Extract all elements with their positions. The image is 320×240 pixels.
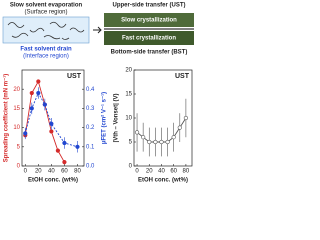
- x-axis-label: EtOH conc. (wt%): [28, 178, 78, 184]
- data-point: [165, 139, 170, 145]
- x-tick-label: 40: [48, 169, 55, 175]
- y2-tick-label: 0.2: [86, 125, 95, 131]
- plot-frame: [133, 69, 193, 167]
- x-tick-label: 60: [61, 169, 68, 175]
- y2-tick-label: 0.1: [86, 144, 95, 150]
- x-tick-label: 20: [35, 169, 42, 175]
- data-point: [147, 139, 152, 145]
- y-tick-label: 5: [17, 144, 21, 150]
- x-tick-label: 0: [24, 169, 28, 175]
- y-axis-label: Spreading coefficient (mN m⁻¹): [3, 74, 10, 163]
- y-tick-label: 20: [125, 68, 132, 74]
- data-point: [55, 148, 60, 153]
- data-point: [183, 115, 188, 121]
- label: (Interface region): [23, 54, 69, 60]
- label: Fast crystallization: [122, 36, 176, 42]
- figure: Slow solvent evaporation (Surface region…: [2, 3, 194, 184]
- y-tick-label: 15: [125, 92, 132, 98]
- y2-tick-label: 0.0: [86, 164, 95, 170]
- data-point: [36, 90, 41, 96]
- data-point: [141, 135, 146, 140]
- arrow: [93, 26, 102, 34]
- label: Upper-side transfer (UST): [112, 3, 185, 9]
- annotation: UST: [67, 73, 82, 80]
- data-point: [29, 90, 34, 96]
- plot-frame: [21, 69, 85, 167]
- x-tick-label: 80: [183, 169, 190, 175]
- data-point: [75, 144, 80, 149]
- data-point: [49, 129, 54, 134]
- y-tick-label: 15: [13, 106, 20, 112]
- y-tick-label: 5: [129, 140, 133, 146]
- label: Fast solvent drain: [20, 47, 72, 53]
- data-point: [134, 130, 140, 135]
- layer: [104, 13, 194, 27]
- y-tick-label: 10: [125, 116, 132, 122]
- polymer-chains: [7, 21, 85, 40]
- label: Bottom-side transfer (BST): [111, 50, 188, 56]
- y-tick-label: 20: [13, 87, 20, 93]
- x-tick-label: 60: [170, 169, 177, 175]
- data-point: [153, 139, 158, 145]
- data-point: [62, 140, 67, 146]
- label: (Surface region): [24, 10, 67, 16]
- data-point: [36, 79, 41, 84]
- annotation: UST: [175, 73, 190, 80]
- x-axis-label: EtOH conc. (wt%): [138, 178, 188, 184]
- y-axis-label: |Vth – Vonset| (V): [114, 94, 120, 143]
- label: Slow crystallization: [121, 18, 177, 24]
- y-tick-label: 0: [17, 164, 21, 170]
- y2-tick-label: 0.3: [86, 106, 95, 112]
- y-tick-label: 10: [13, 125, 20, 131]
- label: Slow solvent evaporation: [10, 3, 83, 9]
- data-point: [171, 135, 176, 140]
- data-point: [177, 125, 182, 130]
- data-point: [42, 102, 47, 107]
- data-point: [49, 121, 54, 126]
- x-tick-label: 40: [158, 169, 165, 175]
- data-point: [23, 131, 28, 136]
- data-point: [29, 106, 34, 111]
- x-tick-label: 20: [146, 169, 153, 175]
- layer: [104, 31, 194, 45]
- y2-tick-label: 0.4: [86, 87, 95, 93]
- x-tick-label: 0: [135, 169, 139, 175]
- data-point: [159, 139, 164, 145]
- y2-axis-label: μFET (cm² V⁻¹ s⁻¹): [101, 92, 108, 144]
- data-point: [62, 160, 67, 165]
- x-tick-label: 80: [74, 169, 81, 175]
- film: [2, 16, 90, 44]
- y-tick-label: 0: [129, 164, 133, 170]
